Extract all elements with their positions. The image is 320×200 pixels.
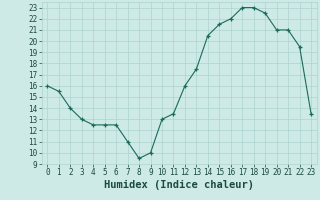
X-axis label: Humidex (Indice chaleur): Humidex (Indice chaleur) (104, 180, 254, 190)
